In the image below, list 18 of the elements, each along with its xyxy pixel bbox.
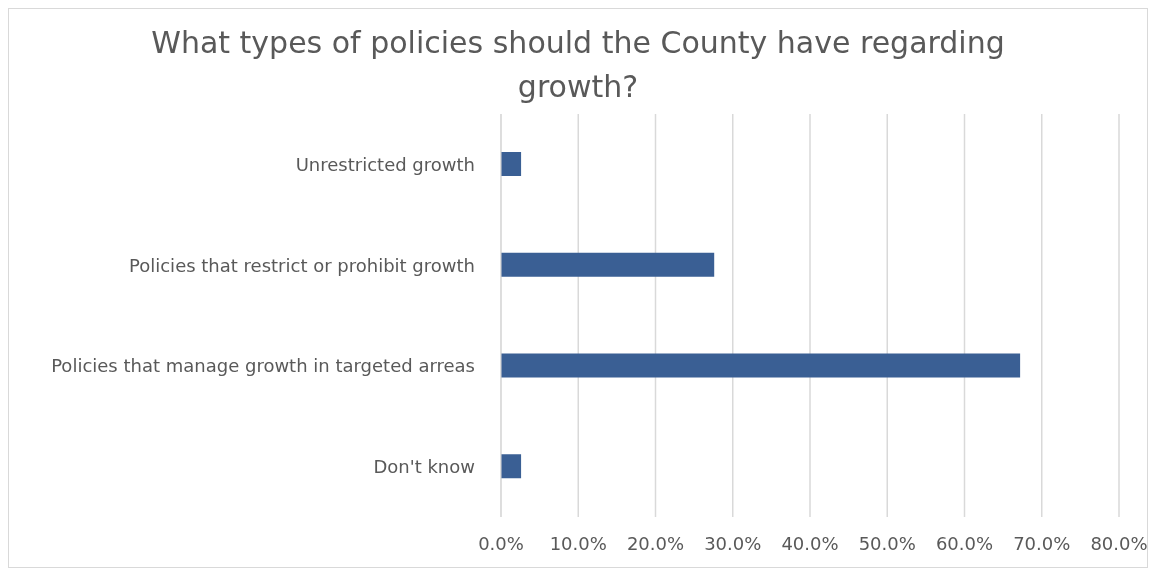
y-tick-label: Policies that manage growth in targeted arreas xyxy=(51,355,475,377)
x-tick-label: 40.0% xyxy=(781,532,839,554)
x-tick-label: 10.0% xyxy=(549,532,607,554)
y-tick-label: Unrestricted growth xyxy=(295,153,475,175)
bar xyxy=(501,252,715,277)
bar xyxy=(501,152,522,176)
bar xyxy=(501,454,522,479)
x-tick-label: 80.0% xyxy=(1090,532,1148,554)
chart-title: What types of policies should the County have regarding growth? xyxy=(150,24,1006,106)
x-tick-label: 20.0% xyxy=(626,532,685,554)
bar xyxy=(501,353,1021,378)
x-tick-label: 0.0% xyxy=(478,532,524,554)
x-tick-label: 70.0% xyxy=(1013,532,1071,554)
y-tick-label: Policies that restrict or prohibit growth xyxy=(129,254,475,276)
y-tick-label: Don't know xyxy=(373,456,475,478)
x-tick-label: 60.0% xyxy=(935,532,994,554)
x-tick-label: 30.0% xyxy=(704,532,762,554)
x-tick-label: 50.0% xyxy=(858,532,916,554)
